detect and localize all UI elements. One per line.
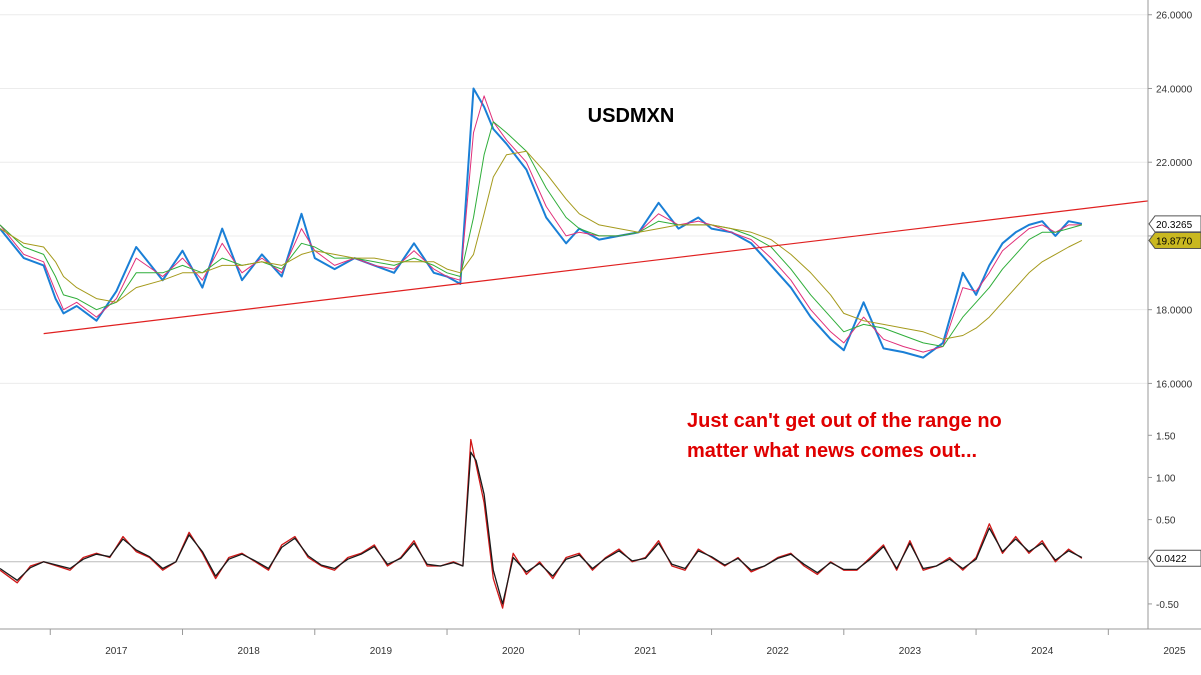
last-value-tag-box [1148, 231, 1201, 249]
oscillator-tick-label: 0.50 [1156, 516, 1176, 527]
oscillator-tick-label: 1.50 [1156, 431, 1176, 442]
oscillator-tick-label: 1.00 [1156, 473, 1176, 484]
price-tick-label: 26.0000 [1156, 11, 1193, 22]
oscillator-series [0, 438, 1148, 609]
year-tick-label: 2025 [1163, 646, 1186, 657]
year-tick-label: 2023 [899, 646, 922, 657]
year-tick-label: 2022 [767, 646, 790, 657]
oscillator-tick-label: -0.50 [1156, 600, 1179, 611]
price-series-line-0 [0, 87, 1083, 359]
last-value-tag: 20.3265 [1156, 220, 1193, 231]
oscillator-line-0 [0, 438, 1083, 609]
last-value-tag-box [1148, 215, 1201, 233]
price-tick-label: 24.0000 [1156, 84, 1193, 95]
annotation-line-2: matter what news comes out... [687, 440, 977, 462]
price-series [0, 87, 1149, 359]
oscillator-last-value-tag-box [1148, 549, 1201, 567]
year-tick-label: 2019 [370, 646, 393, 657]
year-tick-label: 2017 [105, 646, 128, 657]
support-trendline [43, 200, 1149, 335]
last-value-tags: 20.3265 19.8770 0.0422 [1148, 215, 1201, 567]
year-tick-label: 2024 [1031, 646, 1054, 657]
chart-title: USDMXN [588, 105, 675, 127]
last-value-tag: 19.8770 [1156, 236, 1193, 247]
year-tick-label: 2018 [238, 646, 261, 657]
price-series-line-2 [0, 121, 1083, 347]
year-tick-label: 2021 [634, 646, 657, 657]
oscillator-last-value-tag: 0.0422 [1156, 554, 1187, 565]
annotation-line-1: Just can't get out of the range no [687, 410, 1002, 432]
price-series-line-3 [0, 150, 1083, 340]
time-axis-ticks: 2017 2018 2019 2020 2021 2022 2023 2024 2025 [49, 629, 1186, 657]
price-tick-label: 16.0000 [1156, 379, 1193, 390]
oscillator-line-1 [0, 451, 1083, 605]
price-tick-label: 22.0000 [1156, 158, 1193, 169]
price-series-line-1 [0, 95, 1082, 353]
price-tick-label: 18.0000 [1156, 306, 1193, 317]
year-tick-label: 2020 [502, 646, 525, 657]
